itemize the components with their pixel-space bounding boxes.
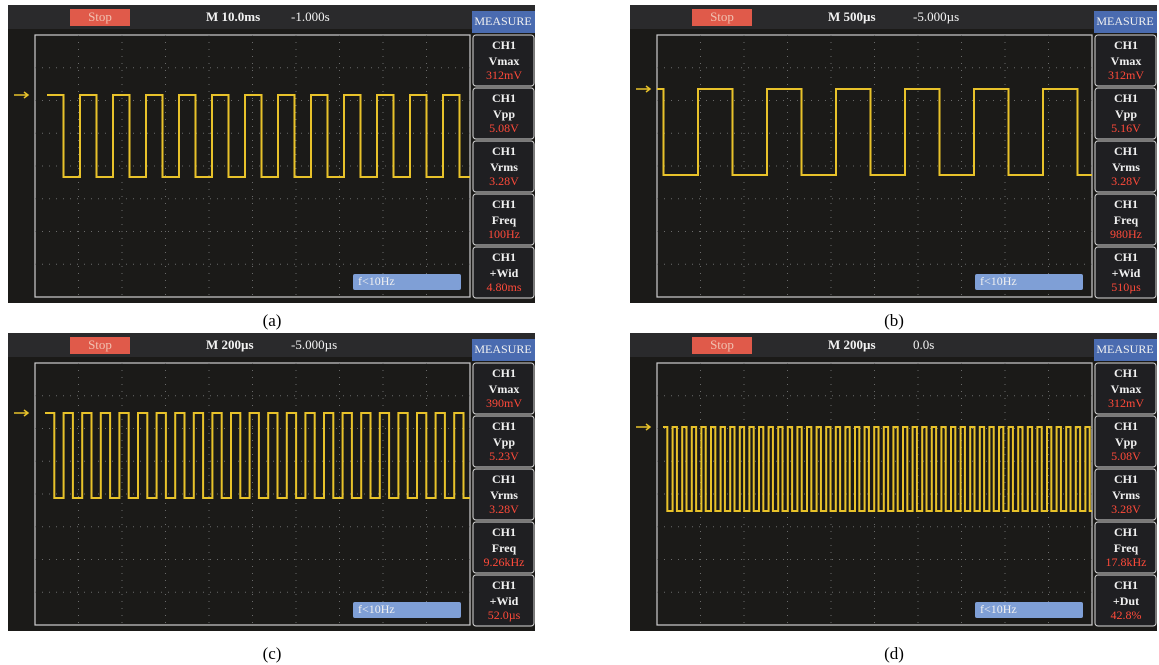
measure-value: 3.28V (1111, 174, 1141, 188)
timebase: M 500µs (828, 9, 876, 24)
measure-value: 4.80ms (486, 280, 521, 294)
timebase: M 200µs (828, 337, 876, 352)
measure-value: 390mV (486, 396, 522, 410)
measure-value: 3.28V (489, 174, 519, 188)
measure-value: 17.8kHz (1106, 555, 1147, 569)
measure-name: Vrms (490, 488, 518, 502)
measure-name: Vmax (1111, 382, 1142, 396)
offset: -1.000s (291, 9, 330, 24)
measure-name: +Wid (490, 266, 519, 280)
measure-name: Freq (1114, 213, 1139, 227)
measure-value: 42.8% (1111, 608, 1142, 622)
measure-name: Vrms (1112, 160, 1140, 174)
measure-name: +Dut (1113, 594, 1139, 608)
measure-value: 52.0µs (488, 608, 521, 622)
measure-value: 980Hz (1110, 227, 1142, 241)
measure-channel: CH1 (492, 144, 516, 158)
measure-header: MEASURE (474, 342, 531, 356)
measure-name: Freq (1114, 541, 1139, 555)
measure-value: 3.28V (1111, 502, 1141, 516)
figure: StopM 10.0ms-1.000sMEASURECH1Vmax312mVCH… (0, 0, 1159, 665)
measure-channel: CH1 (1114, 578, 1138, 592)
trigger-info: f<10Hz (358, 602, 395, 616)
caption: (a) (263, 311, 282, 330)
timebase: M 200µs (206, 337, 254, 352)
measure-value: 5.23V (489, 449, 519, 463)
measure-channel: CH1 (492, 419, 516, 433)
offset: -5.000µs (913, 9, 959, 24)
status: Stop (710, 337, 734, 352)
measure-value: 510µs (1111, 280, 1141, 294)
measure-name: Vmax (489, 382, 520, 396)
caption: (c) (263, 644, 282, 663)
trigger-info: f<10Hz (980, 602, 1017, 616)
measure-value: 312mV (1108, 68, 1144, 82)
measure-name: Vpp (1115, 107, 1137, 121)
measure-value: 5.08V (489, 121, 519, 135)
measure-value: 5.08V (1111, 449, 1141, 463)
measure-name: Vmax (1111, 54, 1142, 68)
measure-channel: CH1 (1114, 197, 1138, 211)
caption: (d) (884, 644, 904, 663)
measure-value: 9.26kHz (484, 555, 525, 569)
trigger-info: f<10Hz (358, 274, 395, 288)
measure-name: Freq (492, 541, 517, 555)
measure-name: Vrms (1112, 488, 1140, 502)
status: Stop (88, 9, 112, 24)
measure-channel: CH1 (1114, 525, 1138, 539)
measure-channel: CH1 (492, 250, 516, 264)
measure-value: 100Hz (488, 227, 520, 241)
measure-header: MEASURE (1096, 342, 1153, 356)
measure-value: 3.28V (489, 502, 519, 516)
measure-channel: CH1 (1114, 91, 1138, 105)
measure-name: Vrms (490, 160, 518, 174)
screen (8, 333, 535, 631)
offset: -5.000µs (291, 337, 337, 352)
measure-name: Vpp (493, 435, 515, 449)
measure-header: MEASURE (1096, 14, 1153, 28)
measure-channel: CH1 (1114, 366, 1138, 380)
status: Stop (710, 9, 734, 24)
caption: (b) (884, 311, 904, 330)
measure-name: Vmax (489, 54, 520, 68)
measure-name: +Wid (490, 594, 519, 608)
status: Stop (88, 337, 112, 352)
trigger-info: f<10Hz (980, 274, 1017, 288)
measure-name: +Wid (1112, 266, 1141, 280)
measure-channel: CH1 (492, 38, 516, 52)
measure-channel: CH1 (1114, 419, 1138, 433)
measure-header: MEASURE (474, 14, 531, 28)
measure-channel: CH1 (1114, 144, 1138, 158)
measure-value: 312mV (486, 68, 522, 82)
measure-name: Freq (492, 213, 517, 227)
measure-channel: CH1 (492, 91, 516, 105)
measure-channel: CH1 (492, 197, 516, 211)
measure-value: 312mV (1108, 396, 1144, 410)
measure-name: Vpp (493, 107, 515, 121)
page: StopM 10.0ms-1.000sMEASURECH1Vmax312mVCH… (0, 0, 1159, 665)
measure-channel: CH1 (492, 366, 516, 380)
screen (8, 5, 535, 303)
measure-channel: CH1 (492, 525, 516, 539)
measure-channel: CH1 (1114, 250, 1138, 264)
measure-channel: CH1 (492, 472, 516, 486)
offset: 0.0s (913, 337, 934, 352)
timebase: M 10.0ms (206, 9, 260, 24)
measure-value: 5.16V (1111, 121, 1141, 135)
measure-name: Vpp (1115, 435, 1137, 449)
measure-channel: CH1 (1114, 38, 1138, 52)
measure-channel: CH1 (492, 578, 516, 592)
measure-channel: CH1 (1114, 472, 1138, 486)
